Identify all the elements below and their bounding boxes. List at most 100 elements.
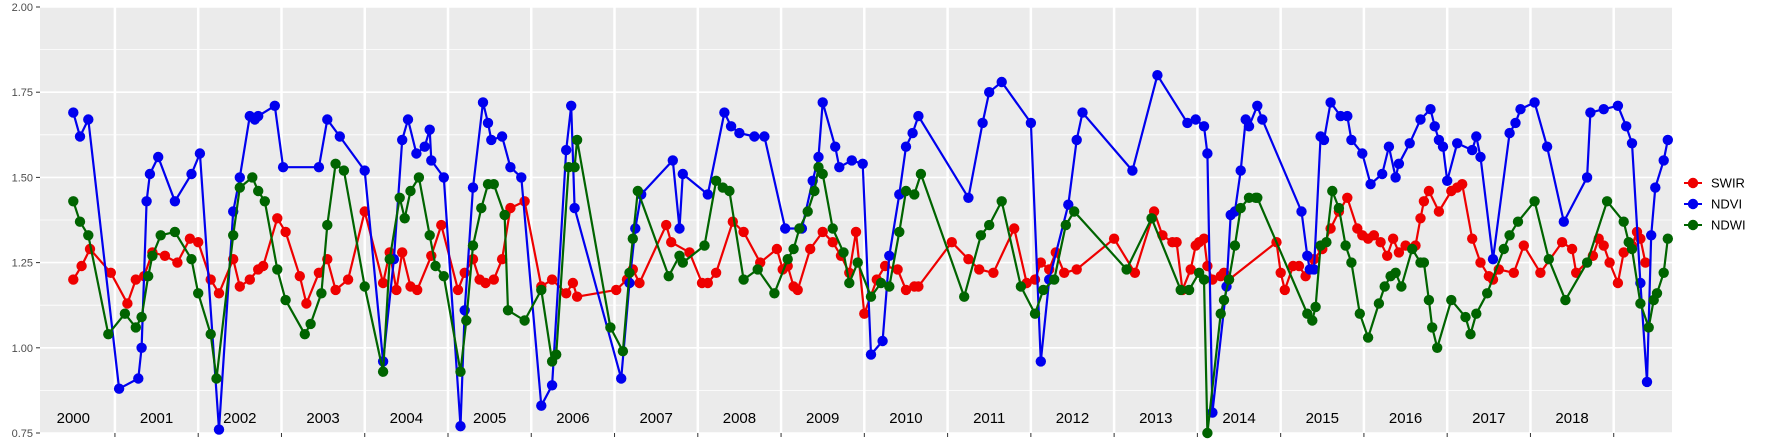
year-label: 2006 xyxy=(556,410,589,427)
data-point xyxy=(438,172,449,183)
data-point xyxy=(334,131,345,142)
data-point xyxy=(68,107,79,118)
data-point xyxy=(213,288,225,299)
data-point xyxy=(1646,230,1657,241)
year-label: 2005 xyxy=(473,410,506,427)
data-point xyxy=(1038,284,1049,296)
y-tick-label: 1.75 xyxy=(12,87,33,99)
data-point xyxy=(1404,138,1415,149)
data-point xyxy=(1423,294,1435,306)
year-label: 2010 xyxy=(889,410,922,427)
data-point xyxy=(566,100,577,112)
data-point xyxy=(269,100,280,112)
data-point xyxy=(505,162,516,173)
data-point xyxy=(1310,301,1321,313)
data-point xyxy=(1396,281,1407,292)
data-point xyxy=(1293,260,1305,272)
data-point xyxy=(426,155,437,166)
data-point xyxy=(536,284,547,296)
data-point xyxy=(946,237,957,248)
data-point xyxy=(147,250,158,261)
data-point xyxy=(359,165,370,176)
data-point xyxy=(546,274,558,285)
data-point xyxy=(1415,114,1426,125)
data-point xyxy=(280,294,291,306)
data-point xyxy=(857,158,868,169)
legend-key-dot xyxy=(1687,198,1699,210)
data-point xyxy=(1541,141,1553,152)
data-point xyxy=(144,168,156,180)
data-point xyxy=(519,196,530,207)
y-tick-label: 1.00 xyxy=(12,343,33,355)
data-point xyxy=(1218,294,1230,306)
data-point xyxy=(1393,247,1405,258)
data-point xyxy=(900,284,912,296)
data-point xyxy=(234,172,245,183)
data-point xyxy=(1257,114,1268,125)
data-point xyxy=(1418,257,1430,268)
data-point xyxy=(159,250,171,261)
data-point xyxy=(1198,121,1210,132)
data-point xyxy=(1035,257,1047,268)
year-label: 2004 xyxy=(390,410,423,427)
data-point xyxy=(1407,243,1418,255)
data-point xyxy=(975,230,987,241)
data-point xyxy=(301,298,312,309)
data-point xyxy=(771,243,783,255)
data-point xyxy=(1465,329,1476,340)
data-point xyxy=(1433,206,1445,217)
data-point xyxy=(193,237,204,248)
data-point xyxy=(1049,274,1060,285)
data-point xyxy=(769,288,780,299)
data-point xyxy=(830,141,841,152)
data-point xyxy=(632,185,643,197)
data-point xyxy=(402,114,414,125)
data-point xyxy=(244,274,255,285)
data-point xyxy=(1498,243,1510,255)
data-point xyxy=(865,291,877,302)
data-point xyxy=(1190,114,1201,125)
y-axis: 0.75 1.00 1.25 1.50 1.75 2.00 xyxy=(12,2,40,440)
data-point xyxy=(1071,264,1082,275)
data-point xyxy=(1471,131,1482,142)
data-point xyxy=(852,257,863,268)
data-point xyxy=(394,192,405,203)
data-point xyxy=(817,168,828,180)
data-point xyxy=(1457,179,1468,190)
data-point xyxy=(499,209,510,221)
year-label: 2015 xyxy=(1306,410,1339,427)
data-point xyxy=(834,162,845,173)
data-point xyxy=(813,151,824,163)
data-point xyxy=(1377,168,1388,180)
data-point xyxy=(391,284,402,296)
data-point xyxy=(1425,104,1436,115)
data-point xyxy=(617,346,629,357)
data-point xyxy=(1475,257,1486,268)
data-point xyxy=(1029,308,1041,319)
data-point xyxy=(438,271,449,282)
data-point xyxy=(974,264,985,275)
data-point xyxy=(1252,192,1263,203)
data-point xyxy=(316,288,327,299)
data-point xyxy=(461,315,472,326)
data-point xyxy=(1333,202,1345,214)
data-point xyxy=(1346,134,1357,146)
data-point xyxy=(1482,288,1493,299)
data-point xyxy=(846,155,857,166)
data-point xyxy=(141,196,152,207)
data-point xyxy=(844,277,855,289)
data-point xyxy=(1529,196,1540,207)
data-point xyxy=(482,117,494,129)
data-point xyxy=(1071,134,1082,146)
data-point xyxy=(1243,121,1255,132)
data-point xyxy=(605,322,616,333)
data-point xyxy=(1650,182,1661,193)
data-point xyxy=(1009,223,1020,234)
data-point xyxy=(571,134,583,146)
data-point xyxy=(1354,308,1366,319)
data-point xyxy=(802,206,813,217)
year-label: 2013 xyxy=(1139,410,1172,427)
data-point xyxy=(884,281,895,292)
data-point xyxy=(68,196,79,207)
